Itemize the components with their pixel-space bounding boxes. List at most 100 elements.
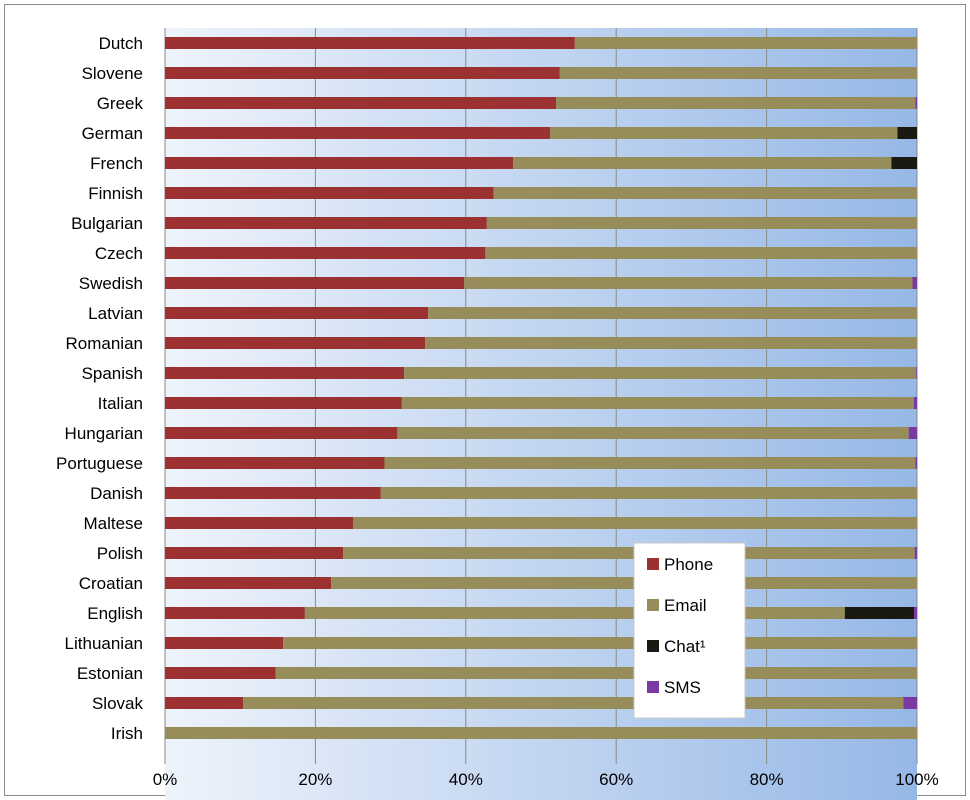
- bar-segment: [914, 547, 917, 559]
- category-label: Czech: [95, 244, 143, 263]
- bar-segment: [165, 277, 465, 289]
- bar-segment: [425, 337, 917, 349]
- bar-segment: [165, 367, 405, 379]
- legend-swatch: [647, 640, 659, 652]
- x-tick-labels: 0% 20% 40% 60% 80% 100%: [153, 770, 939, 789]
- bar-segment: [165, 397, 402, 409]
- bar-segment: [915, 457, 917, 469]
- bar-segment: [165, 157, 514, 169]
- category-labels: Dutch Slovene Greek German French Finnish Bulg…: [56, 34, 143, 743]
- legend-label: Email: [664, 596, 707, 615]
- category-label: Estonian: [77, 664, 143, 683]
- category-label: Irish: [111, 724, 143, 743]
- bar-segment: [493, 187, 917, 199]
- bar-segment: [165, 487, 381, 499]
- bar-segment: [165, 517, 353, 529]
- bar-segment: [165, 217, 487, 229]
- bar-segment: [903, 697, 917, 709]
- plot-area: [165, 28, 917, 800]
- x-tick-label: 100%: [895, 770, 938, 789]
- category-label: Slovak: [92, 694, 144, 713]
- category-label: Slovene: [82, 64, 143, 83]
- bar-segment: [165, 547, 344, 559]
- category-label: Croatian: [79, 574, 143, 593]
- bar-segment: [331, 577, 917, 589]
- bar-segment: [165, 667, 276, 679]
- category-label: Swedish: [79, 274, 143, 293]
- bar-segment: [165, 247, 486, 259]
- legend-label: Phone: [664, 555, 713, 574]
- category-label: Latvian: [88, 304, 143, 323]
- bar-segment: [165, 577, 332, 589]
- bar-segment: [401, 397, 914, 409]
- x-tick-label: 20%: [298, 770, 332, 789]
- bar-segment: [165, 97, 557, 109]
- category-label: Romanian: [66, 334, 144, 353]
- bar-segment: [404, 367, 917, 379]
- category-label: Finnish: [88, 184, 143, 203]
- bar-segment: [165, 637, 284, 649]
- bar-segment: [165, 427, 398, 439]
- bar-segment: [844, 607, 914, 619]
- x-tick-label: 80%: [750, 770, 784, 789]
- bar-segment: [574, 37, 917, 49]
- bar-segment: [897, 127, 917, 139]
- category-label: Danish: [90, 484, 143, 503]
- bar-segment: [243, 697, 904, 709]
- bar-segment: [353, 517, 917, 529]
- bar-segment: [165, 457, 385, 469]
- bar-segment: [165, 337, 426, 349]
- category-label: German: [82, 124, 143, 143]
- category-label: Dutch: [99, 34, 143, 53]
- bar-segment: [165, 697, 244, 709]
- bar-segment: [556, 97, 916, 109]
- bar-segment: [275, 667, 917, 679]
- legend-label: SMS: [664, 678, 701, 697]
- bar-segment: [384, 457, 916, 469]
- bar-segment: [913, 397, 917, 409]
- bar-segment: [550, 127, 898, 139]
- bar-segment: [165, 607, 305, 619]
- category-label: Polish: [97, 544, 143, 563]
- bar-segment: [891, 157, 917, 169]
- x-tick-label: 40%: [449, 770, 483, 789]
- category-label: Bulgarian: [71, 214, 143, 233]
- bar-segment: [559, 67, 917, 79]
- category-label: Portuguese: [56, 454, 143, 473]
- bar-segment: [165, 127, 551, 139]
- bar-segment: [913, 607, 917, 619]
- bar-segment: [908, 427, 917, 439]
- bar-segment: [165, 727, 917, 739]
- bar-segment: [343, 547, 915, 559]
- bar-segment: [304, 607, 845, 619]
- legend-swatch: [647, 681, 659, 693]
- legend-label: Chat¹: [664, 637, 706, 656]
- category-label: Italian: [98, 394, 143, 413]
- category-label: English: [87, 604, 143, 623]
- bar-segment: [916, 367, 917, 379]
- bar-segment: [464, 277, 913, 289]
- bar-segment: [428, 307, 917, 319]
- bar-segment: [283, 637, 917, 649]
- legend: Phone Email Chat¹ SMS: [633, 542, 746, 719]
- legend-swatch: [647, 558, 659, 570]
- category-label: Maltese: [83, 514, 143, 533]
- legend-swatch: [647, 599, 659, 611]
- bar-segment: [165, 187, 494, 199]
- bar-segment: [397, 427, 909, 439]
- category-label: Lithuanian: [65, 634, 143, 653]
- bar-segment: [912, 277, 917, 289]
- category-label: Greek: [97, 94, 144, 113]
- bar-segment: [165, 67, 560, 79]
- bar-segment: [485, 247, 917, 259]
- bars: [165, 37, 917, 739]
- bar-segment: [165, 37, 575, 49]
- category-label: French: [90, 154, 143, 173]
- category-label: Spanish: [82, 364, 143, 383]
- x-tick-label: 60%: [599, 770, 633, 789]
- bar-segment: [486, 217, 917, 229]
- bar-segment: [915, 97, 917, 109]
- bar-segment: [513, 157, 892, 169]
- category-label: Hungarian: [65, 424, 143, 443]
